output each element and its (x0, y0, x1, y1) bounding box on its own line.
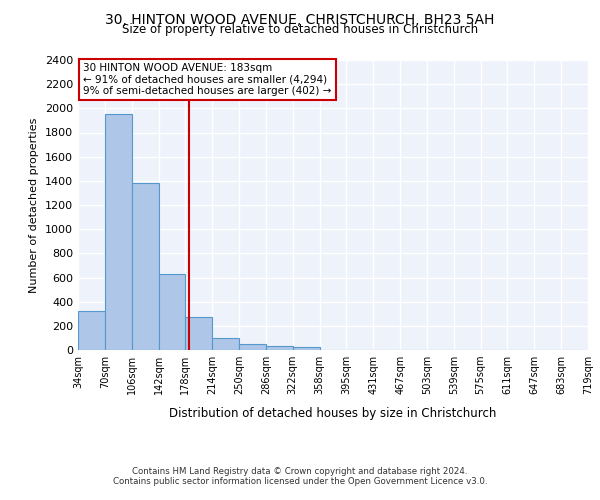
Text: Contains HM Land Registry data © Crown copyright and database right 2024.: Contains HM Land Registry data © Crown c… (132, 468, 468, 476)
Y-axis label: Number of detached properties: Number of detached properties (29, 118, 40, 292)
Bar (105, 114, 131, 350)
Text: Size of property relative to detached houses in Christchurch: Size of property relative to detached ho… (122, 22, 478, 36)
Bar (78, 312, 105, 350)
Bar (293, 348, 320, 350)
Bar (266, 346, 293, 350)
Text: 30, HINTON WOOD AVENUE, CHRISTCHURCH, BH23 5AH: 30, HINTON WOOD AVENUE, CHRISTCHURCH, BH… (106, 12, 494, 26)
Text: 30 HINTON WOOD AVENUE: 183sqm
← 91% of detached houses are smaller (4,294)
9% of: 30 HINTON WOOD AVENUE: 183sqm ← 91% of d… (83, 63, 331, 96)
Bar (239, 344, 266, 350)
Bar (131, 183, 158, 350)
Bar (158, 274, 185, 350)
Bar (185, 317, 212, 350)
Text: Distribution of detached houses by size in Christchurch: Distribution of detached houses by size … (169, 408, 497, 420)
Bar (212, 338, 239, 350)
Text: Contains public sector information licensed under the Open Government Licence v3: Contains public sector information licen… (113, 478, 487, 486)
